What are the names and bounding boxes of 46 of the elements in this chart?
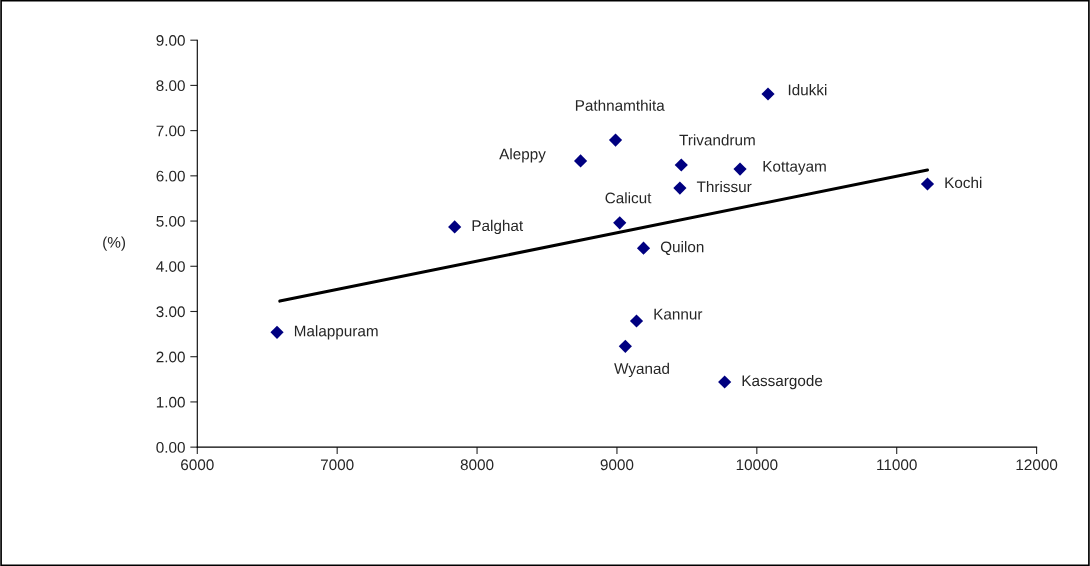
y-tick-label: 0.00 — [156, 442, 185, 453]
annotation: Trivandrum — [679, 134, 755, 146]
annotation: Wyanad — [614, 362, 669, 378]
x-tick-label: 8000 — [460, 459, 494, 471]
point — [270, 325, 284, 339]
point — [673, 181, 687, 195]
annotation: Quilon — [660, 241, 704, 256]
point — [761, 87, 775, 101]
y-tick-label: 6.00 — [156, 170, 185, 182]
point — [613, 216, 627, 230]
x-tick-label: 11000 — [877, 459, 917, 471]
x-tick-label: 9000 — [600, 459, 634, 471]
annotation: Palghat — [472, 219, 524, 235]
y-tick-label: 2.00 — [156, 351, 185, 363]
annotation: Aleppy — [499, 148, 546, 163]
annotation: Malappuram — [294, 325, 378, 340]
annotation: Kannur — [654, 308, 703, 320]
y-tick-label: 3.00 — [156, 306, 185, 318]
y-tick-label: 5.00 — [156, 215, 185, 227]
annotation: Thrissur — [696, 180, 752, 193]
x-tick-label: 6000 — [181, 459, 214, 471]
y-tick-label: 1.00 — [156, 396, 185, 408]
point — [718, 375, 732, 389]
y-tick-label: 9.00 — [156, 35, 185, 46]
point — [608, 133, 623, 147]
point — [733, 162, 747, 176]
x-tick-label: 10000 — [736, 459, 778, 471]
y-tick-label: 7.00 — [156, 125, 185, 137]
point — [636, 241, 651, 255]
point — [448, 220, 462, 234]
x-tick-label: 7000 — [320, 459, 354, 471]
point — [573, 154, 588, 168]
y-axis-title: (%) — [103, 236, 126, 251]
x-tick-label: 12000 — [1016, 459, 1058, 471]
point — [920, 177, 935, 191]
y-tick-label: 8.00 — [156, 80, 185, 92]
annotation: Calicut — [605, 192, 652, 204]
y-tick-label: 4.00 — [156, 261, 185, 272]
point — [674, 158, 688, 172]
annotation: Pathnamthita — [575, 99, 665, 111]
point — [629, 314, 644, 328]
annotation: Kassargode — [742, 374, 823, 390]
annotation: Idukki — [788, 84, 827, 96]
point — [618, 339, 632, 353]
annotation: Kochi — [945, 176, 982, 189]
annotation: Kottayam — [763, 161, 826, 175]
